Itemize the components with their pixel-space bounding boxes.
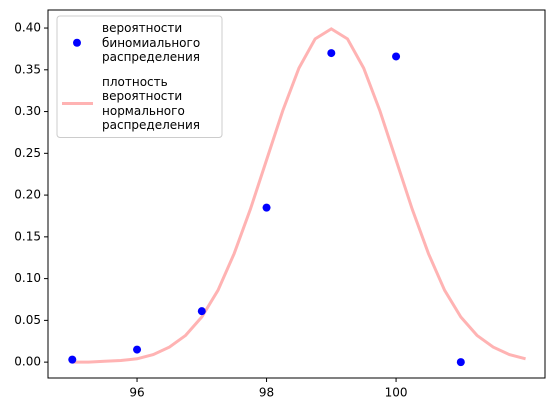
x-tick-label: 98 bbox=[259, 386, 274, 400]
y-tick-label: 0.35 bbox=[14, 62, 41, 76]
x-tick-label: 100 bbox=[385, 386, 408, 400]
point bbox=[327, 49, 336, 58]
x-tick-label: 96 bbox=[129, 386, 144, 400]
point bbox=[392, 52, 401, 61]
y-tick-label: 0.15 bbox=[14, 229, 41, 243]
y-tick-label: 0.10 bbox=[14, 271, 41, 285]
point bbox=[68, 355, 77, 364]
legend-box bbox=[56, 15, 223, 138]
legend-label: вероятности биномиального распределения bbox=[102, 21, 201, 64]
y-tick-label: 0.25 bbox=[14, 146, 41, 160]
y-tick-label: 0.20 bbox=[14, 188, 41, 202]
point bbox=[456, 358, 465, 367]
y-tick-label: 0.00 bbox=[14, 355, 41, 369]
y-tick-label: 0.40 bbox=[14, 21, 41, 35]
point bbox=[262, 203, 271, 212]
legend-marker bbox=[73, 38, 81, 47]
axes-frame bbox=[47, 9, 546, 379]
point bbox=[197, 307, 206, 316]
point bbox=[133, 345, 142, 354]
y-tick-label: 0.05 bbox=[14, 313, 41, 327]
y-tick-label: 0.30 bbox=[14, 104, 41, 118]
normal-curve bbox=[72, 27, 526, 364]
legend-label: плотность вероятности нормального распре… bbox=[102, 74, 201, 133]
